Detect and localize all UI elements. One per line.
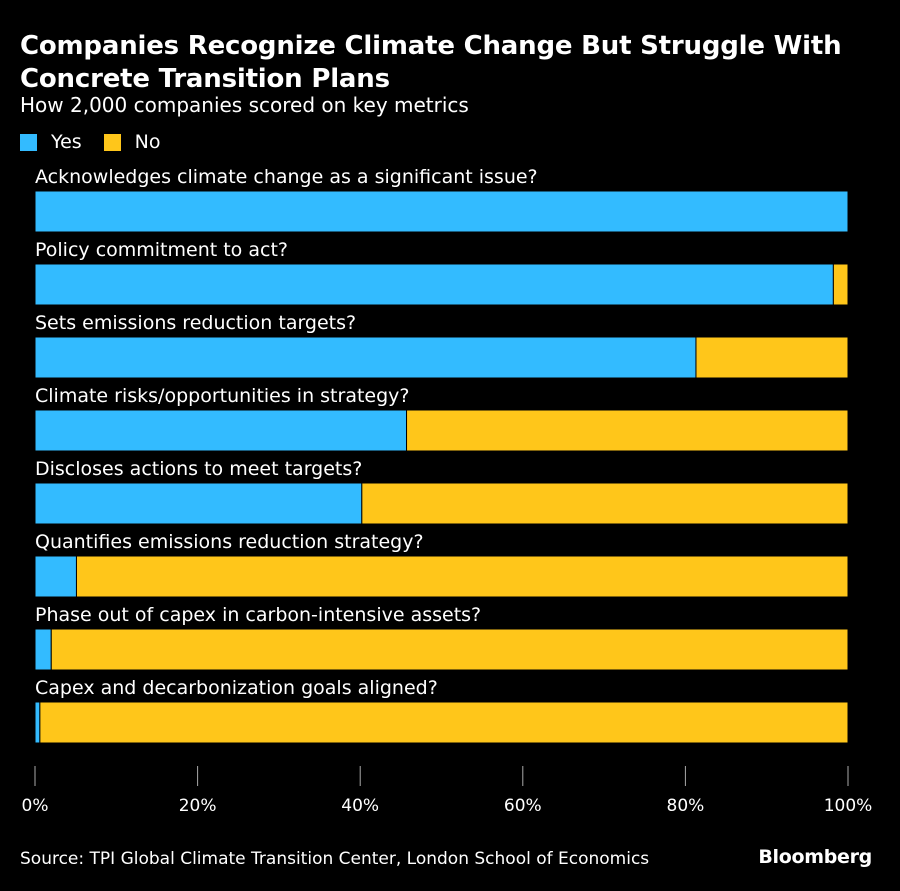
legend-swatch-yes [20, 133, 37, 151]
bar-segment-yes [34, 482, 363, 525]
category-label: Sets emissions reduction targets? [35, 312, 356, 334]
bar-segment-no [50, 628, 849, 671]
legend-item-no: No [103, 131, 161, 153]
x-tick-label: 100% [824, 796, 873, 816]
category-label: Discloses actions to meet targets? [35, 458, 362, 480]
category-label: Phase out of capex in carbon-intensive a… [35, 604, 481, 626]
category-label: Quantifies emissions reduction strategy? [35, 531, 424, 553]
bloomberg-logo: Bloomberg [758, 846, 872, 868]
x-tick-label: 40% [341, 796, 379, 816]
chart-subtitle: How 2,000 companies scored on key metric… [20, 93, 469, 117]
bar-segment-no [406, 409, 849, 452]
legend-label-yes: Yes [51, 131, 82, 153]
category-label: Capex and decarbonization goals aligned? [35, 677, 438, 699]
bar-segment-no [39, 701, 849, 744]
legend-label-no: No [134, 131, 161, 153]
legend-swatch-no [103, 133, 121, 151]
bar-segment-yes [34, 336, 697, 379]
bar-segment-yes [34, 701, 41, 744]
category-label: Acknowledges climate change as a signifi… [35, 166, 538, 188]
bar-segment-yes [34, 263, 834, 306]
bar-segment-yes [34, 409, 408, 452]
x-tick-label: 60% [504, 796, 542, 816]
x-tick-label: 0% [22, 796, 49, 816]
legend-item-yes: Yes [20, 131, 82, 153]
bar-segment-yes [34, 190, 849, 233]
x-tick-label: 80% [667, 796, 705, 816]
bar-segment-no [75, 555, 849, 598]
bar-segment-no [832, 263, 849, 306]
category-label: Climate risks/opportunities in strategy? [35, 385, 410, 407]
legend: Yes No [20, 131, 183, 153]
chart-title: Companies Recognize Climate Change But S… [20, 31, 842, 94]
bar-segment-yes [34, 628, 52, 671]
bar-segment-yes [34, 555, 77, 598]
source-note: Source: TPI Global Climate Transition Ce… [20, 849, 650, 869]
x-tick-label: 20% [179, 796, 217, 816]
bar-segment-no [695, 336, 849, 379]
category-label: Policy commitment to act? [35, 239, 288, 261]
bar-segment-no [361, 482, 849, 525]
